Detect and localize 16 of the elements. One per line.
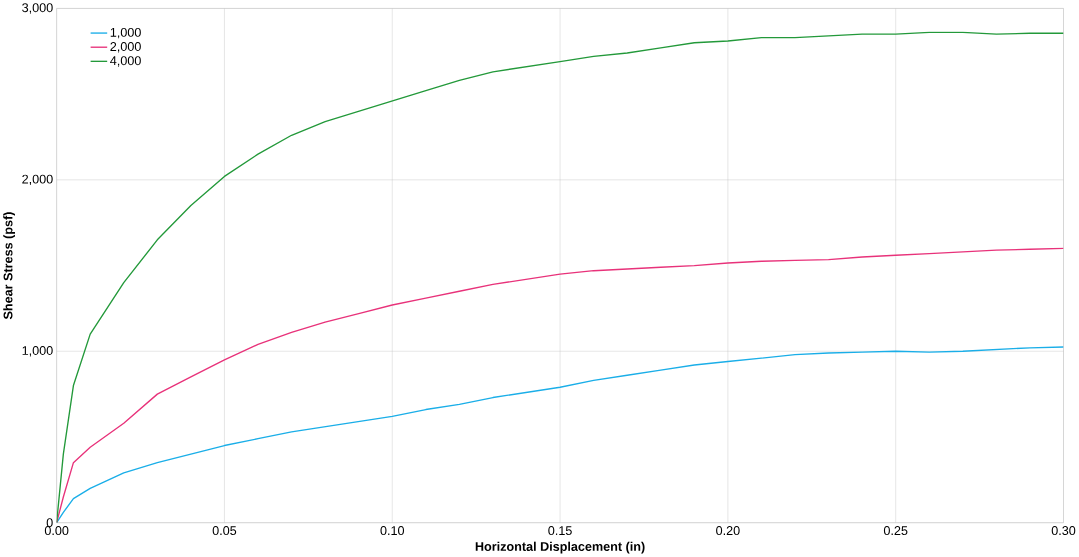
- x-tick-label: 0.20: [716, 526, 740, 536]
- x-tick-label: 0.25: [883, 526, 908, 536]
- legend-label: 1,000: [110, 28, 141, 39]
- x-tick-label: 0.15: [548, 526, 572, 536]
- y-tick-label: 0: [46, 518, 53, 528]
- x-tick-label: 0.05: [212, 526, 237, 536]
- legend-label: 4,000: [110, 56, 141, 67]
- y-tick-label: 1,000: [22, 346, 53, 357]
- x-tick-label: 0.30: [1051, 526, 1076, 536]
- x-tick-label: 0.10: [380, 526, 405, 536]
- x-tick-label: 0.00: [44, 526, 69, 536]
- y-tick-label: 2,000: [22, 174, 53, 186]
- y-axis-title: Shear Stress (psf): [3, 212, 15, 320]
- legend-label: 2,000: [110, 42, 141, 53]
- y-tick-label: 3,000: [22, 3, 53, 14]
- x-axis-title: Horizontal Displacement (in): [475, 541, 645, 554]
